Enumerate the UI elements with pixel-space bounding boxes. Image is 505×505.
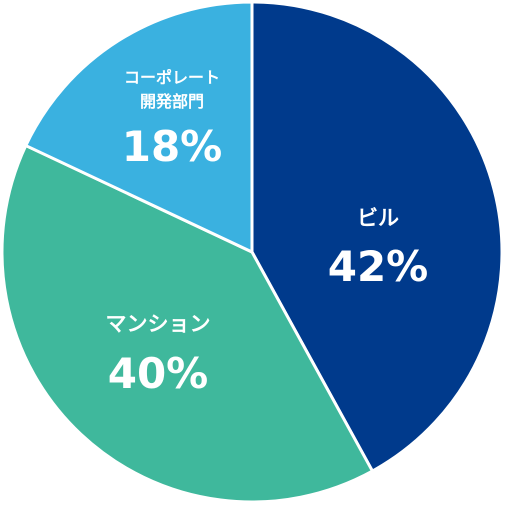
slice-value-corporate: 18% — [122, 122, 223, 171]
slice-label-corporate-line1: コーポレート — [124, 68, 220, 87]
slice-value-building: 42% — [328, 242, 429, 291]
pie-labels: ビル 42% マンション 40% コーポレート 開発部門 18% — [106, 68, 429, 398]
slice-label-building: ビル — [357, 206, 399, 230]
slice-condominium — [0, 144, 374, 504]
slice-label-condominium: マンション — [106, 312, 211, 336]
slice-value-condominium: 40% — [108, 349, 209, 398]
slice-corporate — [24, 0, 254, 254]
slice-label-corporate-line2: 開発部門 — [140, 92, 204, 111]
slice-building — [250, 0, 504, 473]
